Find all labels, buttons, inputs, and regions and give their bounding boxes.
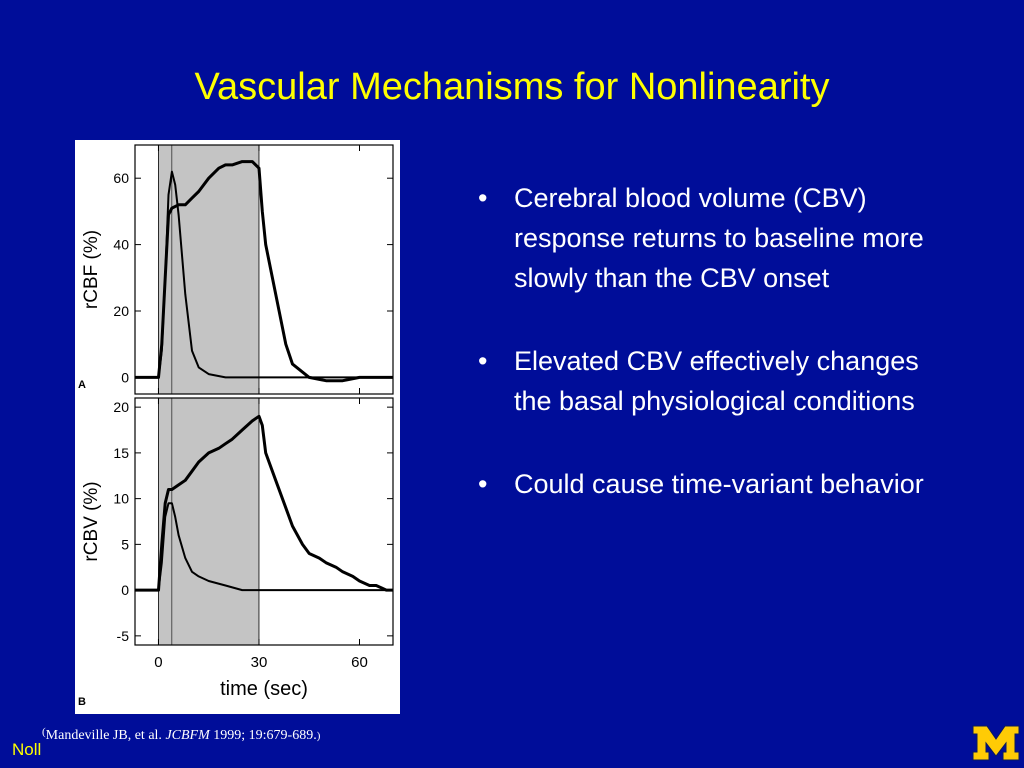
author-tag: Noll	[12, 740, 42, 759]
y-tick-label: 0	[121, 582, 129, 598]
y-tick-label: -5	[117, 628, 130, 644]
y-tick-label: 10	[113, 491, 129, 507]
citation-open: (	[42, 726, 46, 738]
x-tick-label: 0	[154, 654, 162, 671]
citation-close: )	[316, 730, 321, 742]
citation: (Mandeville JB, et al. JCBFM 1999; 19:67…	[42, 726, 321, 744]
series-line	[135, 414, 393, 592]
stimulus-shading	[158, 398, 259, 645]
bullet-text: Elevated CBV effectively changes the bas…	[514, 346, 919, 416]
bullet-item: • Could cause time-variant behavior	[478, 464, 928, 504]
bullet-item: • Cerebral blood volume (CBV) response re…	[478, 178, 928, 298]
y-tick-label: 15	[113, 445, 129, 461]
bullet-dot: •	[478, 469, 488, 499]
bullet-dot: •	[478, 346, 488, 376]
citation-details: 1999; 19:679-689.	[209, 728, 317, 743]
plot-frame	[134, 397, 394, 646]
bullet-item: • Elevated CBV effectively changes the ba…	[478, 341, 928, 421]
citation-authors: Mandeville JB, et al.	[45, 728, 166, 743]
panel-label: A	[78, 379, 86, 391]
x-axis-label: time (sec)	[220, 678, 308, 700]
bullet-text: Cerebral blood volume (CBV) response ret…	[514, 183, 924, 293]
citation-journal: JCBFM	[165, 728, 210, 743]
y-tick-label: 40	[113, 237, 129, 253]
series-line	[135, 160, 393, 383]
x-tick-label: 60	[351, 654, 368, 671]
figure-svg: 0 20 40 60 rCBF (%) A -5 0 5 10 15 20 0 30 60 rCBV (%) t…	[78, 144, 394, 708]
plot-frame	[134, 144, 394, 395]
y-tick-label: 5	[121, 536, 129, 552]
y-tick-label: 20	[113, 303, 129, 319]
bullet-text: Could cause time-variant behavior	[514, 469, 924, 499]
bullet-dot: •	[478, 183, 488, 213]
slide-title: Vascular Mechanisms for Nonlinearity	[194, 66, 830, 108]
y-tick-label: 60	[113, 170, 129, 186]
panel-label: B	[78, 696, 86, 708]
y-axis-label: rCBF (%)	[81, 230, 102, 309]
x-tick-label: 30	[251, 654, 268, 671]
bullet-list: • Cerebral blood volume (CBV) response re…	[478, 178, 928, 547]
y-axis-label: rCBV (%)	[81, 481, 102, 561]
y-tick-label: 0	[121, 369, 129, 385]
y-tick-label: 20	[113, 399, 129, 415]
stimulus-shading	[158, 145, 259, 394]
figure-panel: 0 20 40 60 rCBF (%) A -5 0 5 10 15 20 0 30 60 rCBV (%) t…	[75, 140, 400, 714]
block-m-logo	[972, 725, 1020, 761]
